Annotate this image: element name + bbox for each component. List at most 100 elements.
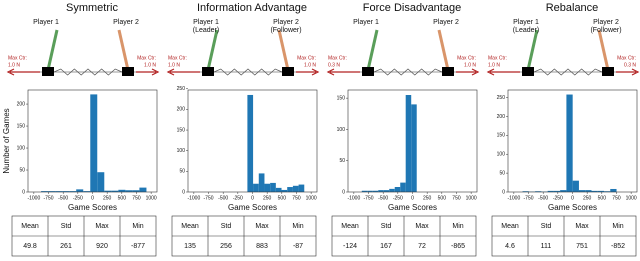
y-tick-label: 200 bbox=[177, 107, 186, 113]
y-tick-label: 50 bbox=[499, 170, 505, 176]
bar bbox=[287, 187, 293, 192]
x-tick-label: 500 bbox=[438, 195, 447, 201]
y-tick-label: 100 bbox=[337, 127, 346, 133]
player1-arm bbox=[526, 29, 539, 71]
table-header: Max bbox=[95, 223, 109, 230]
y-tick-label: 150 bbox=[337, 95, 346, 101]
force-arrow bbox=[486, 68, 520, 76]
bar bbox=[372, 190, 379, 192]
panel-title: Symmetric bbox=[66, 2, 118, 14]
bar bbox=[361, 190, 368, 192]
right-force-label: Max Ctr: bbox=[457, 55, 476, 61]
spring bbox=[373, 68, 443, 76]
x-tick-label: 0 bbox=[571, 195, 574, 201]
y-tick-label: 150 bbox=[177, 127, 186, 133]
table-header: Std bbox=[61, 223, 72, 230]
table-header: Max bbox=[255, 223, 269, 230]
y-tick-label: 0 bbox=[22, 189, 25, 195]
bar bbox=[118, 189, 126, 192]
y-tick-label: 150 bbox=[17, 123, 26, 129]
y-tick-label: 0 bbox=[342, 189, 345, 195]
right-force-label: Max Ctr: bbox=[617, 55, 636, 61]
player2-arm bbox=[597, 29, 610, 71]
y-tick-label: 0 bbox=[182, 189, 185, 195]
table-value: -852 bbox=[611, 243, 625, 250]
left-force-label: 1.0 N bbox=[488, 62, 500, 68]
table-header: Max bbox=[415, 223, 429, 230]
x-tick-label: -750 bbox=[204, 195, 214, 201]
bar bbox=[383, 190, 390, 192]
table-value: -865 bbox=[451, 243, 465, 250]
right-force-label: 1.0 N bbox=[304, 62, 316, 68]
bar bbox=[125, 190, 133, 192]
left-force-label: 1.0 N bbox=[8, 62, 20, 68]
left-force-label: Max Ctr: bbox=[8, 55, 27, 61]
player1-arm bbox=[46, 29, 59, 71]
x-tick-label: -250 bbox=[73, 195, 83, 201]
panel-title: Force Disadvantage bbox=[363, 2, 461, 14]
table-header: Std bbox=[541, 223, 552, 230]
x-tick-label: 1000 bbox=[306, 195, 317, 201]
y-tick-label: 50 bbox=[339, 158, 345, 164]
player2-label: Player 2 bbox=[113, 19, 139, 26]
bar bbox=[281, 189, 288, 192]
cart bbox=[442, 67, 454, 76]
player1-label: (Leader) bbox=[513, 27, 539, 34]
bar bbox=[41, 191, 49, 192]
table-value: 49.8 bbox=[23, 243, 37, 250]
y-axis-label: Number of Games bbox=[2, 108, 11, 173]
player1-label: Player 1 bbox=[513, 19, 539, 26]
y-tick-label: 250 bbox=[177, 86, 186, 92]
player2-arm bbox=[117, 29, 130, 71]
left-force-label: 0.3 N bbox=[328, 62, 340, 68]
player1-label: Player 1 bbox=[353, 19, 379, 26]
force-arrow bbox=[136, 68, 160, 76]
table-value: -87 bbox=[293, 243, 303, 250]
table-header: Min bbox=[452, 223, 463, 230]
x-tick-label: 500 bbox=[118, 195, 127, 201]
y-tick-label: 100 bbox=[177, 148, 186, 154]
bar bbox=[578, 190, 586, 192]
cart bbox=[42, 67, 54, 76]
bar bbox=[400, 182, 406, 192]
bar bbox=[111, 190, 119, 192]
bar bbox=[253, 183, 259, 192]
x-axis-label: Game Scores bbox=[228, 203, 277, 212]
bar bbox=[522, 191, 529, 192]
bar bbox=[585, 190, 592, 192]
bar bbox=[247, 94, 254, 192]
table-header: Std bbox=[381, 223, 392, 230]
cart bbox=[282, 67, 294, 76]
player2-label: Player 2 bbox=[593, 19, 619, 26]
bar bbox=[258, 173, 265, 192]
player2-arm bbox=[437, 29, 450, 71]
table-value: 111 bbox=[541, 243, 552, 250]
x-tick-label: 250 bbox=[263, 195, 272, 201]
x-tick-label: -250 bbox=[393, 195, 403, 201]
bar bbox=[104, 190, 112, 192]
player2-arm bbox=[277, 29, 290, 71]
x-tick-label: -1000 bbox=[507, 195, 520, 201]
cart bbox=[122, 67, 134, 76]
x-tick-label: 250 bbox=[423, 195, 432, 201]
y-tick-label: 50 bbox=[179, 169, 185, 175]
x-tick-label: 1000 bbox=[466, 195, 477, 201]
player2-label: Player 2 bbox=[433, 19, 459, 26]
player2-label: (Follower) bbox=[590, 27, 621, 34]
x-tick-label: 250 bbox=[103, 195, 112, 201]
spring bbox=[53, 68, 123, 76]
bar bbox=[275, 187, 282, 192]
spring bbox=[533, 68, 603, 76]
bar bbox=[389, 188, 395, 192]
y-tick-label: 200 bbox=[17, 101, 26, 107]
bar bbox=[55, 191, 63, 192]
y-tick-label: 100 bbox=[17, 145, 26, 151]
bar bbox=[547, 190, 554, 192]
left-force-label: Max Ctr: bbox=[488, 55, 507, 61]
table-header: Min bbox=[612, 223, 623, 230]
table-value: 920 bbox=[96, 243, 108, 250]
x-tick-label: 500 bbox=[278, 195, 287, 201]
bar bbox=[298, 184, 305, 192]
y-tick-label: 0 bbox=[502, 189, 505, 195]
